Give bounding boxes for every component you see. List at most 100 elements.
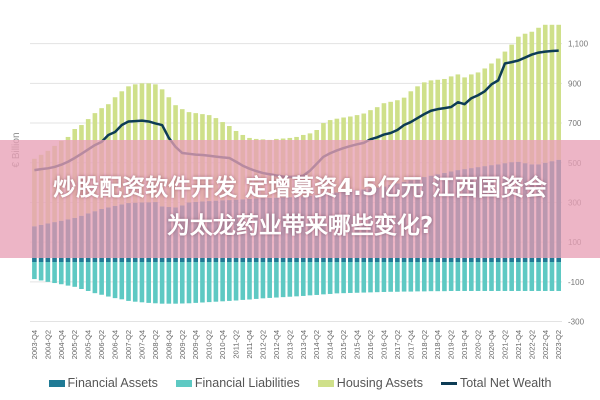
bar-financial-liabilities xyxy=(193,262,199,303)
bar-financial-liabilities xyxy=(92,262,98,294)
bar-financial-liabilities xyxy=(200,262,205,303)
bar-financial-liabilities xyxy=(179,262,185,304)
bar-financial-liabilities xyxy=(401,262,407,292)
bar-financial-liabilities xyxy=(495,262,501,291)
bar-financial-liabilities xyxy=(502,262,508,291)
bar-financial-liabilities xyxy=(99,262,104,295)
x-tick-label: 2009-Q4 xyxy=(191,330,200,359)
bar-financial-liabilities xyxy=(348,262,353,293)
legend-item-total-net-wealth: Total Net Wealth xyxy=(440,376,552,390)
bar-financial-liabilities xyxy=(341,262,346,294)
bar-financial-liabilities xyxy=(381,262,387,292)
bar-financial-liabilities xyxy=(361,262,367,293)
bar-financial-liabilities xyxy=(314,262,320,295)
bar-financial-liabilities xyxy=(220,262,225,302)
bar-financial-liabilities xyxy=(126,262,131,301)
bar-financial-liabilities xyxy=(428,262,434,292)
bar-financial-liabilities xyxy=(536,262,541,291)
y-tick-label: -100 xyxy=(568,278,585,287)
x-tick-label: 2020-Q4 xyxy=(487,330,496,359)
bar-financial-liabilities xyxy=(79,262,84,289)
x-tick-label: 2005-Q4 xyxy=(84,330,93,359)
legend-item-financial-liabilities: Financial Liabilities xyxy=(175,376,300,390)
bar-financial-liabilities xyxy=(374,262,380,293)
x-tick-label: 2023-Q2 xyxy=(554,330,563,359)
bar-financial-liabilities xyxy=(395,262,400,292)
x-tick-label: 2016-Q4 xyxy=(379,330,388,359)
bar-financial-liabilities xyxy=(206,262,212,303)
bar-financial-liabilities xyxy=(489,262,494,291)
bar-financial-liabilities xyxy=(274,262,279,298)
bar-financial-liabilities xyxy=(253,262,259,299)
bar-housing-assets xyxy=(435,79,441,175)
bar-financial-liabilities xyxy=(52,262,57,284)
bar-financial-liabilities xyxy=(435,262,441,292)
x-tick-label: 2021-Q4 xyxy=(514,330,523,359)
legend-swatch xyxy=(175,379,192,387)
bar-financial-liabilities xyxy=(159,262,165,304)
bar-financial-liabilities xyxy=(153,262,158,304)
x-tick-label: 2019-Q2 xyxy=(447,330,456,359)
bar-financial-liabilities xyxy=(354,262,360,293)
bar-housing-assets xyxy=(556,24,561,160)
bar-financial-liabilities xyxy=(173,262,178,304)
x-tick-label: 2015-Q4 xyxy=(353,330,362,359)
bar-financial-liabilities xyxy=(186,262,192,304)
bar-financial-liabilities xyxy=(247,262,252,300)
x-tick-label: 2006-Q2 xyxy=(97,330,106,359)
x-tick-label: 2009-Q2 xyxy=(178,330,187,359)
x-tick-label: 2004-Q4 xyxy=(57,330,66,359)
bar-financial-liabilities xyxy=(38,262,44,281)
legend-item-housing-assets: Housing Assets xyxy=(317,376,423,390)
x-tick-label: 2006-Q4 xyxy=(111,330,120,359)
bar-financial-liabilities xyxy=(542,262,548,291)
bar-financial-liabilities xyxy=(327,262,333,294)
bar-financial-liabilities xyxy=(368,262,373,293)
bar-financial-liabilities xyxy=(287,262,293,297)
x-tick-label: 2008-Q2 xyxy=(151,330,160,359)
bar-financial-liabilities xyxy=(469,262,474,291)
legend-label: Financial Assets xyxy=(67,376,158,390)
bar-housing-assets xyxy=(455,74,461,171)
bar-financial-liabilities xyxy=(448,262,454,291)
x-tick-label: 2020-Q2 xyxy=(474,330,483,359)
bar-financial-liabilities xyxy=(58,262,64,285)
bar-financial-liabilities xyxy=(421,262,427,292)
bar-housing-assets xyxy=(536,27,541,165)
x-tick-label: 2012-Q4 xyxy=(272,330,281,359)
bar-housing-assets xyxy=(428,80,434,176)
bar-financial-liabilities xyxy=(475,262,481,291)
bar-housing-assets xyxy=(542,24,548,163)
x-tick-label: 2011-Q4 xyxy=(245,330,254,359)
bar-financial-liabilities xyxy=(240,262,246,300)
y-tick-label: 1,100 xyxy=(568,40,589,49)
bar-financial-liabilities xyxy=(132,262,138,302)
bar-financial-liabilities xyxy=(106,262,111,297)
x-tick-label: 2013-Q2 xyxy=(285,330,294,359)
bar-financial-liabilities xyxy=(112,262,118,299)
legend-label: Total Net Wealth xyxy=(459,376,552,390)
bar-housing-assets xyxy=(448,76,454,172)
bar-housing-assets xyxy=(462,77,467,170)
bar-financial-liabilities xyxy=(509,262,514,291)
bar-housing-assets xyxy=(516,36,521,162)
bar-financial-liabilities xyxy=(300,262,306,296)
bar-housing-assets xyxy=(549,24,555,162)
bar-financial-liabilities xyxy=(482,262,488,291)
x-tick-label: 2015-Q2 xyxy=(339,330,348,359)
bar-housing-assets xyxy=(401,97,407,182)
legend-swatch xyxy=(317,379,334,387)
bar-financial-liabilities xyxy=(549,262,555,291)
bar-financial-liabilities xyxy=(72,262,78,287)
bar-housing-assets xyxy=(469,74,474,169)
x-tick-label: 2014-Q4 xyxy=(326,330,335,359)
bar-financial-liabilities xyxy=(516,262,521,291)
x-tick-label: 2011-Q2 xyxy=(232,330,241,359)
bar-financial-liabilities xyxy=(529,262,535,291)
x-tick-label: 2004-Q2 xyxy=(43,330,52,359)
legend: Financial Assets Financial Liabilities H… xyxy=(0,376,600,390)
headline-line-2: 为太龙药业带来哪些变化? xyxy=(166,213,434,239)
x-tick-label: 2017-Q4 xyxy=(406,330,415,359)
x-tick-label: 2014-Q2 xyxy=(312,330,321,359)
x-tick-label: 2007-Q4 xyxy=(137,330,146,359)
